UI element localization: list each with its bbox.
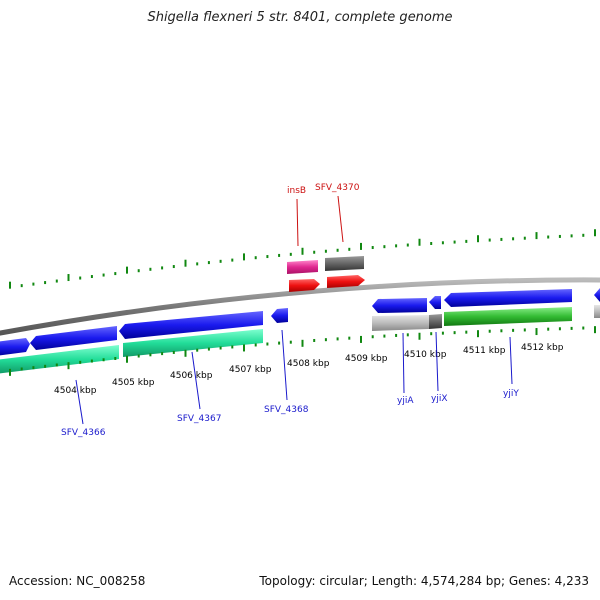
SFV_4370-feature[interactable]	[325, 256, 364, 271]
next-gene-partial[interactable]	[594, 288, 600, 302]
genome-summary-text: Topology: circular; Length: 4,574,284 bp…	[259, 574, 589, 588]
tick-label: 4507 kbp	[229, 365, 272, 375]
insB-feature[interactable]	[287, 260, 318, 274]
label-leader-lines	[75, 195, 513, 425]
gene-label-insB[interactable]: insB	[287, 186, 306, 196]
tick-label: 4511 kbp	[463, 346, 506, 356]
tick-label: 4510 kbp	[404, 350, 447, 360]
gene-label-SFV_4370[interactable]: SFV_4370	[315, 183, 360, 193]
kbp-tick-labels: 4504 kbp 4505 kbp 4506 kbp 4507 kbp 4508…	[54, 343, 564, 396]
gene-label-yjiY[interactable]: yjiY	[503, 389, 519, 399]
SFV_4366-gene[interactable]	[0, 338, 30, 356]
yjiX-cds[interactable]	[429, 314, 442, 329]
tick-label: 4504 kbp	[54, 386, 97, 396]
gene-label-SFV_4368[interactable]: SFV_4368	[264, 405, 309, 415]
SFV_4367-cds[interactable]	[123, 329, 263, 357]
reverse-strand-features	[0, 288, 600, 374]
yjiY-gene[interactable]	[444, 289, 572, 307]
tick-label: 4505 kbp	[112, 378, 155, 388]
genome-title: Shigella flexneri 5 str. 8401, complete …	[147, 10, 453, 25]
tick-label: 4508 kbp	[287, 359, 330, 369]
gene-label-SFV_4367[interactable]: SFV_4367	[177, 414, 221, 424]
yjiX-gene[interactable]	[429, 296, 441, 309]
SFV_4370-cds-arrow[interactable]	[327, 275, 365, 288]
gene-label-SFV_4366[interactable]: SFV_4366	[61, 428, 106, 438]
SFV_4367-gene[interactable]	[30, 326, 117, 350]
yjiA-cds[interactable]	[372, 315, 429, 331]
tick-label: 4512 kbp	[521, 343, 564, 353]
insB-cds-arrow[interactable]	[289, 279, 320, 292]
next-cds-partial[interactable]	[594, 305, 600, 318]
genome-backbone	[0, 277, 600, 336]
gene-label-yjiX[interactable]: yjiX	[431, 394, 448, 404]
inner-tick-ring	[9, 326, 596, 376]
forward-strand-features	[287, 256, 365, 292]
tick-label: 4509 kbp	[345, 354, 388, 364]
SFV_4366-cds[interactable]	[0, 345, 119, 374]
SFV_4368-gene[interactable]	[271, 308, 288, 323]
accession-text: Accession: NC_008258	[9, 574, 146, 588]
outer-tick-ring	[9, 229, 596, 289]
SFV_4367-gene-b[interactable]	[119, 311, 263, 339]
gene-label-yjiA[interactable]: yjiA	[397, 396, 414, 406]
yjiY-cds[interactable]	[444, 307, 572, 326]
tick-label: 4506 kbp	[170, 371, 213, 381]
gene-labels: SFV_4366 SFV_4367 SFV_4368 yjiA yjiX yji…	[61, 183, 519, 438]
yjiA-gene[interactable]	[372, 298, 427, 313]
